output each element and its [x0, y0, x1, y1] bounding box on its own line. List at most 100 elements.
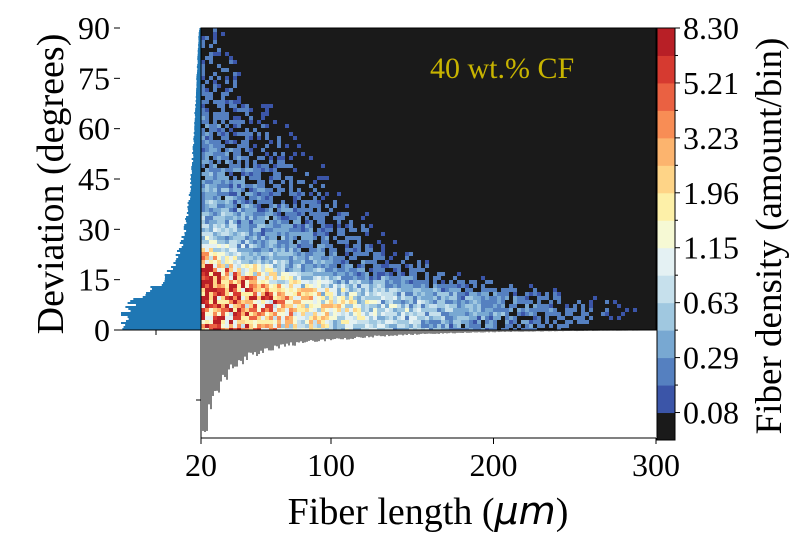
heatmap-cell — [233, 304, 237, 308]
heatmap-cell — [281, 312, 285, 316]
heatmap-cell — [317, 296, 321, 300]
heatmap-cell — [209, 176, 213, 180]
heatmap-cell — [469, 308, 473, 312]
heatmap-cell — [209, 140, 213, 144]
heatmap-cell — [305, 288, 309, 292]
heatmap-cell — [217, 52, 221, 56]
heatmap-cell — [413, 308, 417, 312]
heatmap-cell — [249, 256, 253, 260]
heatmap-cell — [397, 324, 401, 328]
heatmap-cell — [333, 328, 337, 330]
heatmap-cell — [265, 264, 269, 268]
heatmap-cell — [345, 204, 349, 208]
heatmap-cell — [217, 124, 221, 128]
heatmap-cell — [289, 224, 293, 228]
heatmap-cell — [313, 196, 317, 200]
heatmap-cell — [245, 204, 249, 208]
heatmap-cell — [201, 240, 205, 244]
heatmap-cell — [221, 248, 225, 252]
heatmap-cell — [253, 264, 257, 268]
heatmap-cell — [201, 232, 205, 236]
heatmap-cell — [349, 288, 353, 292]
heatmap-cell — [309, 280, 313, 284]
heatmap-cell — [221, 32, 225, 36]
heatmap-cell — [513, 300, 517, 304]
heatmap-cell — [293, 288, 297, 292]
heatmap-cell — [233, 156, 237, 160]
heatmap-cell — [221, 144, 225, 148]
heatmap-cell — [233, 80, 237, 84]
heatmap-cell — [277, 308, 281, 312]
heatmap-cell — [253, 128, 257, 132]
heatmap-cell — [245, 140, 249, 144]
heatmap-cell — [245, 248, 249, 252]
heatmap-cell — [301, 284, 305, 288]
heatmap-cell — [317, 212, 321, 216]
heatmap-cell — [525, 300, 529, 304]
heatmap-cell — [321, 328, 325, 330]
colorbar-segment — [657, 110, 675, 139]
heatmap-cell — [313, 272, 317, 276]
heatmap-cell — [245, 128, 249, 132]
heatmap-cell — [201, 188, 205, 192]
heatmap-cell — [257, 228, 261, 232]
heatmap-cell — [445, 316, 449, 320]
heatmap-cell — [253, 204, 257, 208]
heatmap-cell — [257, 328, 261, 330]
heatmap-cell — [297, 268, 301, 272]
heatmap-cell — [529, 312, 533, 316]
heatmap-cell — [477, 308, 481, 312]
heatmap-cell — [333, 260, 337, 264]
heatmap-cell — [341, 264, 345, 268]
heatmap-cell — [261, 188, 265, 192]
heatmap-cell — [265, 188, 269, 192]
heatmap-cell — [317, 268, 321, 272]
heatmap-cell — [325, 228, 329, 232]
heatmap-cell — [353, 308, 357, 312]
heatmap-cell — [309, 312, 313, 316]
heatmap-cell — [205, 224, 209, 228]
heatmap-cell — [493, 316, 497, 320]
heatmap-cell — [429, 312, 433, 316]
heatmap-cell — [205, 276, 209, 280]
heatmap-cell — [245, 240, 249, 244]
heatmap-cell — [229, 168, 233, 172]
heatmap-cell — [265, 240, 269, 244]
heatmap-cell — [221, 192, 225, 196]
heatmap-cell — [401, 312, 405, 316]
heatmap-cell — [365, 244, 369, 248]
heatmap-cell — [329, 208, 333, 212]
heatmap-cell — [453, 288, 457, 292]
heatmap-cell — [213, 312, 217, 316]
heatmap-cell — [205, 268, 209, 272]
deviation-histogram-bar — [188, 194, 201, 196]
heatmap-cell — [233, 72, 237, 76]
heatmap-cell — [253, 220, 257, 224]
heatmap-cell — [373, 252, 377, 256]
heatmap-cell — [317, 200, 321, 204]
heatmap-cell — [201, 76, 205, 80]
heatmap-cell — [229, 236, 233, 240]
heatmap-cell — [269, 224, 273, 228]
heatmap-cell — [401, 288, 405, 292]
heatmap-cell — [477, 328, 481, 330]
heatmap-cell — [485, 328, 489, 330]
length-histogram-bar — [470, 330, 472, 333]
heatmap-cell — [429, 288, 433, 292]
heatmap-cell — [317, 264, 321, 268]
heatmap-cell — [277, 244, 281, 248]
heatmap-cell — [261, 240, 265, 244]
heatmap-cell — [273, 176, 277, 180]
heatmap-cell — [201, 160, 205, 164]
heatmap-cell — [457, 312, 461, 316]
heatmap-cell — [225, 308, 229, 312]
heatmap-cell — [205, 80, 209, 84]
deviation-histogram-bar — [190, 178, 201, 180]
heatmap-cell — [209, 328, 213, 330]
heatmap-cell — [273, 204, 277, 208]
heatmap-cell — [221, 244, 225, 248]
heatmap-cell — [213, 216, 217, 220]
heatmap-cell — [389, 264, 393, 268]
heatmap-cell — [553, 308, 557, 312]
heatmap-cell — [269, 188, 273, 192]
